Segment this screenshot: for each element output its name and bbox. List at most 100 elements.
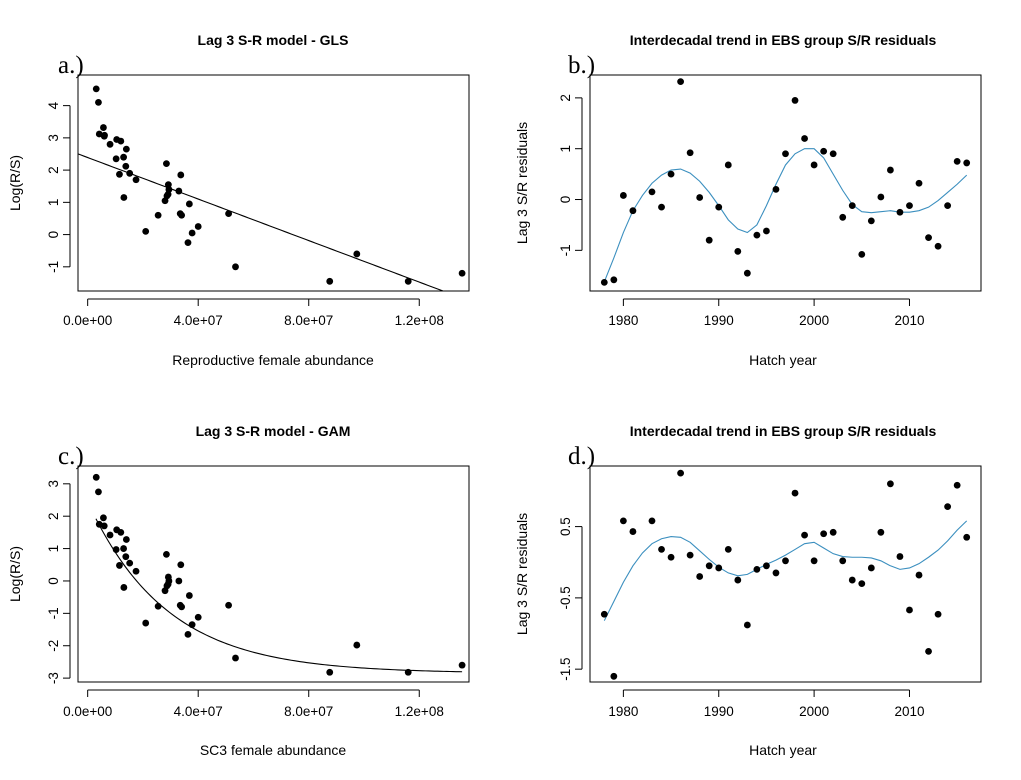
panel-b-y-axis: -1 0 1 2 <box>558 94 583 256</box>
panel-d-data-point <box>887 480 894 488</box>
panel-a-data-point <box>112 155 120 163</box>
panel-b-data-point <box>829 150 837 158</box>
panel-a-data-point <box>225 210 232 218</box>
panel-a-data-point <box>184 239 192 247</box>
panel-d-data-point <box>715 564 723 572</box>
panel-d-data-point <box>705 562 713 570</box>
panel-a-data-point <box>100 124 107 131</box>
panel-c-data-point <box>117 528 125 536</box>
panel-b-data-point <box>925 234 932 242</box>
panel-a-x-tick-label: 8.0e+07 <box>284 313 333 328</box>
panel-c-fit-line <box>95 518 463 673</box>
panel-b-data-point <box>915 179 923 187</box>
panel-a-data-point <box>117 137 125 145</box>
panel-a-data-point <box>126 169 134 177</box>
panel-d-data-point <box>763 562 770 570</box>
panel-b-title: Interdecadal trend in EBS group S/R resi… <box>630 32 937 48</box>
panel-b-tag: b.) <box>568 52 595 79</box>
panel-b-data-point <box>734 247 742 255</box>
panel-d-data-point <box>734 576 742 584</box>
panel-c-data-point <box>122 536 130 543</box>
panel-c-data-point <box>177 561 185 569</box>
panel-b-y-axis-label: Lag 3 S/R residuals <box>514 122 530 244</box>
panel-b-data-point <box>724 161 732 169</box>
panel-b-data-point <box>944 202 952 210</box>
panel-b-x-tick-label: 2010 <box>894 313 924 328</box>
panel-d-data-point <box>934 610 942 618</box>
panel-c-data-point <box>185 592 193 599</box>
panel-d-y-tick-label: 0.5 <box>558 517 573 536</box>
panel-b-data-point <box>772 185 780 193</box>
panel-b-data-point <box>610 276 618 284</box>
panel-c-data-point <box>122 553 130 561</box>
panel-c-data-point <box>100 514 107 522</box>
panel-d-data-point <box>867 564 875 572</box>
panel-d-title: Interdecadal trend in EBS group S/R resi… <box>630 423 937 439</box>
panel-c-y-tick-label: 1 <box>46 545 61 553</box>
panel-a-data-point <box>175 187 183 195</box>
panel-b-data-point <box>963 159 971 167</box>
panel-a-data-point <box>163 160 170 168</box>
panel-c-points <box>92 473 466 676</box>
panel-d-data-point <box>610 672 618 680</box>
panel-c-data-point <box>92 473 100 481</box>
panel-d-x-tick-label: 2010 <box>894 704 924 719</box>
panel-d-x-tick-label: 1990 <box>704 704 734 719</box>
panel-c-data-point <box>120 545 127 552</box>
panel-d-data-point <box>753 565 761 573</box>
panel-a-x-tick-label: 4.0e+07 <box>174 313 223 328</box>
panel-c-x-tick-label: 1.2e+08 <box>395 704 444 719</box>
panel-d-data-point <box>963 533 971 541</box>
panel-a-data-point <box>232 263 239 271</box>
panel-b-data-point <box>619 192 627 199</box>
panel-d-data-point <box>848 576 856 584</box>
panel-c-tag: c.) <box>58 443 84 470</box>
panel-c-data-point <box>132 567 140 575</box>
panel-a-title: Lag 3 S-R model - GLS <box>198 32 349 48</box>
panel-b-data-point <box>801 135 808 142</box>
panel-b-data-point <box>705 236 713 244</box>
panel-a-tag: a.) <box>58 52 84 79</box>
panel-a-data-point <box>120 194 128 201</box>
panel-b-fit <box>603 148 968 283</box>
panel-a-data-point <box>177 171 185 179</box>
panel-a-fit <box>77 153 443 292</box>
panel-d-data-point <box>791 489 799 497</box>
panel-b-data-point <box>753 231 761 239</box>
panel-d-data-point <box>648 517 656 525</box>
panel-b-data-point <box>906 202 913 210</box>
panel-c-x-axis: 0.0e+00 4.0e+07 8.0e+07 1.2e+08 <box>63 689 444 719</box>
panel-a-data-point <box>194 223 202 230</box>
panel-c-y-tick-label: -3 <box>46 672 61 684</box>
panel-a-data-point <box>101 131 108 139</box>
panel-d-y-tick-label: -1.5 <box>558 658 573 681</box>
panel-a-data-point <box>142 227 150 235</box>
panel-a-data-point <box>353 250 361 258</box>
panel-d-tag: d.) <box>568 443 595 470</box>
panel-c-y-tick-label: 3 <box>46 480 61 488</box>
panel-d-plot-frame <box>589 465 982 683</box>
panel-c-y-tick-label: -1 <box>46 607 61 619</box>
panel-d-data-point <box>801 531 808 539</box>
panel-b-data-point <box>677 78 684 86</box>
panel-c-data-point <box>95 488 102 496</box>
panel-b-data-point <box>696 194 704 201</box>
panel-a-y-tick-label: 4 <box>46 101 61 109</box>
panel-c-y-axis: -3 -2 -1 0 1 2 3 <box>46 480 71 684</box>
panel-a-fit-line <box>77 153 443 292</box>
panel-a-data-point <box>188 229 196 237</box>
panel-a-data-point <box>178 211 186 219</box>
panel-c-data-point <box>116 562 123 569</box>
panel-a-plot-frame <box>77 74 470 292</box>
panel-b-data-point <box>839 213 847 221</box>
panel-c-data-point <box>120 584 128 591</box>
panel-b-data-point <box>934 242 942 250</box>
panel-a-x-axis: 0.0e+00 4.0e+07 8.0e+07 1.2e+08 <box>63 298 444 328</box>
panel-d-data-point <box>896 553 904 560</box>
panel-b-data-point <box>600 278 608 286</box>
panel-b-data-point <box>820 147 828 155</box>
panel-d-data-point <box>667 553 675 561</box>
panel-c-data-point <box>142 619 150 627</box>
panel-c-y-tick-label: -2 <box>46 640 61 652</box>
panel-a-data-point <box>154 211 162 219</box>
